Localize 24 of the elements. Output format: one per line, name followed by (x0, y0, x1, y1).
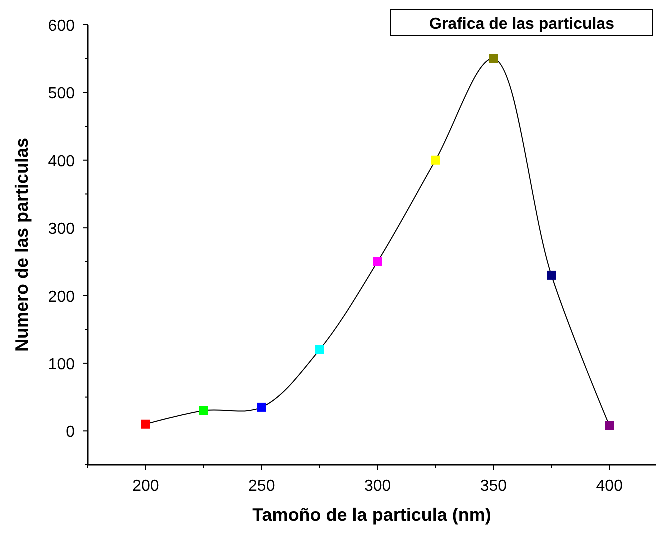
y-tick-label: 500 (48, 86, 76, 103)
point (257, 402, 266, 412)
point (199, 406, 208, 416)
point (315, 345, 324, 354)
point (431, 156, 440, 165)
point (141, 420, 150, 429)
chart-title: Grafica de las particulas (430, 16, 615, 33)
x-tick-label: 350 (480, 478, 508, 495)
y-tick-label: 100 (48, 356, 76, 374)
point (605, 421, 614, 430)
point (547, 270, 556, 280)
x-tick-label: 250 (248, 478, 276, 495)
y-tick-label: 400 (48, 153, 76, 170)
point (373, 257, 382, 266)
y-axis-title: Numero de las particulas (12, 138, 32, 352)
y-tick-label: 200 (48, 288, 76, 306)
point (489, 54, 498, 64)
x-tick-label: 400 (596, 478, 624, 495)
x-axis-title: Tamoño de la particula (nm) (252, 505, 492, 525)
x-tick-label: 300 (364, 478, 392, 495)
y-tick-label: 300 (48, 221, 76, 238)
x-tick-label: 200 (132, 478, 160, 495)
y-tick-label: 600 (48, 18, 76, 35)
y-tick-label: 0 (66, 424, 76, 442)
